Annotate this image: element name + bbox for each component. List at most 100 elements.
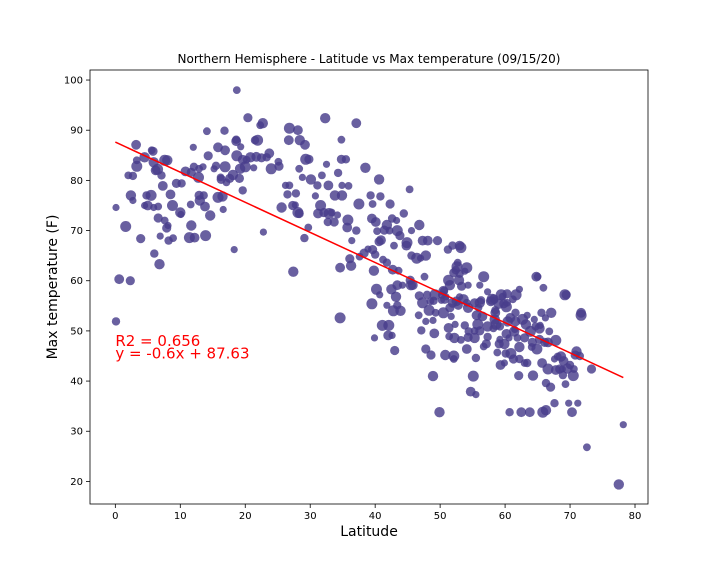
data-point — [536, 321, 544, 329]
data-point — [131, 139, 142, 150]
data-point — [511, 308, 520, 317]
data-point — [431, 308, 440, 317]
data-point — [285, 181, 294, 190]
data-point — [516, 407, 527, 418]
data-point — [546, 382, 556, 392]
data-point — [129, 196, 137, 205]
data-point — [376, 291, 384, 299]
x-tick-label: 70 — [564, 511, 577, 522]
data-point — [318, 171, 326, 180]
data-point — [420, 250, 431, 261]
annotation-text: y = -0.6x + 87.63 — [115, 344, 249, 362]
x-tick-label: 40 — [369, 511, 382, 522]
data-point — [407, 227, 416, 235]
data-point — [514, 371, 524, 381]
data-point — [335, 262, 345, 273]
data-point — [460, 321, 469, 330]
data-point — [342, 214, 354, 226]
data-point — [390, 345, 400, 356]
data-point — [449, 355, 458, 363]
data-point — [203, 127, 211, 136]
data-point — [368, 200, 377, 208]
data-point — [148, 146, 158, 156]
data-point — [382, 258, 392, 267]
data-point — [132, 156, 141, 165]
data-point — [531, 343, 543, 355]
data-point — [348, 237, 356, 245]
data-point — [383, 319, 395, 331]
data-point — [368, 265, 380, 276]
x-tick-label: 20 — [239, 511, 252, 522]
data-point — [128, 171, 138, 181]
data-point — [112, 203, 120, 212]
data-point — [376, 235, 386, 246]
y-tick-label: 40 — [70, 377, 83, 388]
data-point — [443, 323, 454, 333]
data-point — [220, 145, 231, 156]
x-tick-label: 80 — [629, 511, 642, 522]
data-point — [561, 380, 570, 388]
data-point — [338, 181, 346, 189]
data-point — [322, 160, 331, 168]
data-point — [154, 259, 165, 270]
data-point — [514, 341, 525, 353]
data-point — [298, 173, 306, 181]
data-point — [545, 327, 554, 336]
data-point — [353, 198, 365, 210]
data-point — [238, 186, 247, 195]
data-point — [513, 334, 522, 342]
data-point — [420, 272, 429, 281]
chart-title: Northern Hemisphere - Latitude vs Max te… — [178, 52, 561, 66]
data-point — [539, 283, 548, 292]
data-point — [370, 334, 379, 342]
data-point — [426, 350, 436, 360]
y-tick-label: 30 — [70, 427, 83, 438]
data-point — [414, 311, 423, 320]
data-point — [295, 164, 304, 173]
data-point — [395, 305, 406, 316]
data-point — [523, 358, 532, 368]
data-point — [323, 180, 334, 191]
data-point — [481, 339, 491, 349]
data-point — [388, 331, 396, 339]
data-point — [440, 349, 451, 361]
data-point — [376, 192, 385, 201]
x-tick-label: 50 — [434, 511, 447, 522]
data-point — [550, 399, 559, 408]
data-point — [417, 326, 426, 335]
data-point — [575, 309, 587, 321]
data-point — [154, 202, 163, 211]
data-point — [455, 242, 467, 254]
data-point — [570, 365, 578, 373]
data-point — [336, 190, 348, 201]
data-point — [366, 298, 378, 310]
data-point — [405, 185, 414, 194]
data-point — [167, 200, 178, 211]
data-point — [150, 249, 159, 258]
data-point — [157, 181, 168, 191]
regression-line — [115, 141, 624, 379]
data-point — [471, 353, 481, 363]
data-point — [345, 260, 357, 271]
data-point — [334, 312, 346, 324]
data-point — [274, 161, 284, 171]
data-point — [533, 272, 542, 281]
data-point — [165, 189, 176, 200]
data-point — [392, 280, 403, 291]
data-point — [305, 174, 317, 185]
x-tick-label: 30 — [304, 511, 317, 522]
data-point — [475, 326, 485, 336]
data-point — [234, 173, 244, 183]
data-point — [199, 163, 207, 171]
data-point — [337, 135, 346, 144]
data-point — [293, 125, 303, 136]
data-point — [230, 246, 238, 254]
data-point — [453, 258, 462, 267]
y-axis-label: Max temperature (F) — [45, 215, 61, 360]
data-point — [422, 235, 433, 246]
data-point — [252, 134, 264, 146]
data-point — [574, 399, 582, 407]
data-point — [427, 370, 439, 382]
data-point — [457, 336, 465, 344]
